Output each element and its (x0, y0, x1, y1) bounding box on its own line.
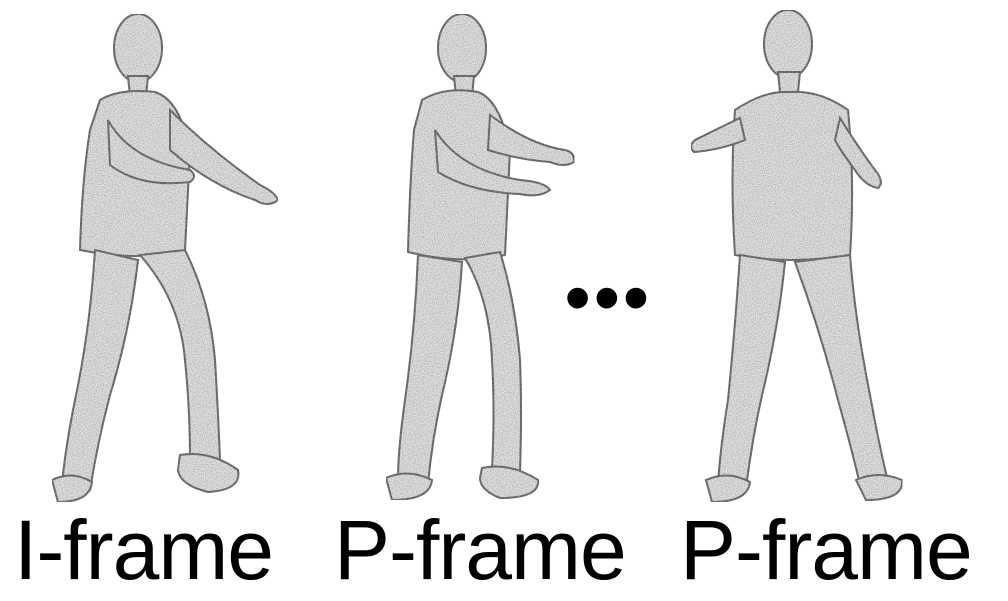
point-cloud-figure-pframe-1 (350, 0, 670, 512)
point-cloud-figure-iframe (20, 0, 340, 512)
frame-label-iframe: I-frame (14, 503, 274, 597)
point-cloud-figure-pframe-2 (680, 0, 1000, 512)
frame-label-pframe-2: P-frame (680, 503, 973, 597)
ellipsis: ••• (565, 258, 653, 338)
frame-label-pframe-1: P-frame (334, 503, 627, 597)
